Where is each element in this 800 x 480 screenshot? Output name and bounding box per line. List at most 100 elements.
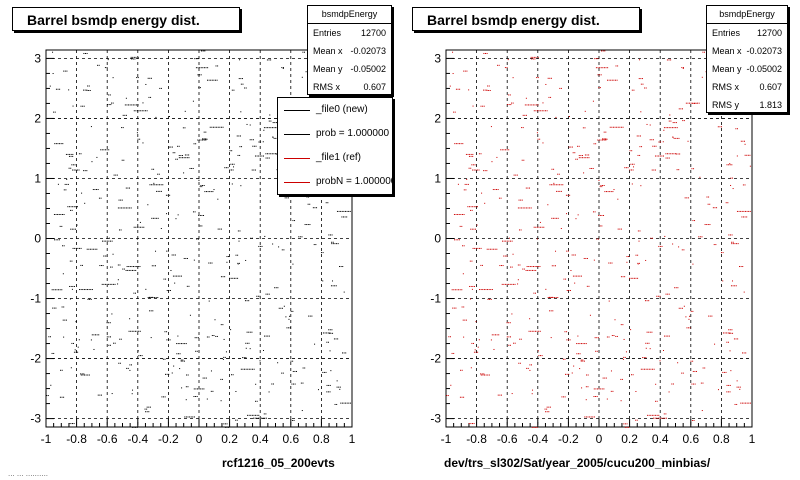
data-point	[630, 277, 632, 279]
data-point	[629, 150, 631, 152]
data-point	[542, 102, 544, 104]
data-point	[293, 419, 295, 421]
data-point	[638, 262, 640, 264]
data-point	[453, 352, 455, 354]
data-point	[72, 285, 74, 287]
data-point	[626, 423, 628, 425]
data-point	[500, 265, 502, 267]
data-point	[73, 351, 75, 353]
data-point	[550, 296, 552, 298]
data-point	[301, 410, 303, 412]
data-point	[617, 198, 619, 200]
data-point	[583, 172, 585, 174]
data-point	[136, 132, 138, 134]
data-point	[48, 336, 50, 338]
data-point	[246, 342, 248, 344]
data-point	[175, 158, 177, 160]
data-point	[681, 372, 683, 374]
data-point	[564, 331, 566, 333]
data-point	[694, 383, 696, 385]
data-point	[237, 254, 239, 256]
data-point	[125, 187, 127, 189]
right-stats-box: bsmdpEnergy Entries 12700 Mean x -0.02073 …	[706, 5, 788, 113]
stats-value: 12700	[756, 28, 782, 38]
data-point	[463, 213, 465, 215]
data-point	[245, 368, 247, 370]
data-point	[658, 141, 660, 143]
data-point	[256, 414, 258, 416]
data-point	[113, 174, 115, 176]
data-point	[51, 352, 53, 354]
data-point	[226, 261, 228, 263]
data-point	[740, 266, 742, 268]
data-point	[235, 277, 237, 279]
x-tick-label: -0.6	[97, 432, 118, 446]
data-point	[577, 335, 579, 337]
right-stats-row: Mean y -0.05002	[707, 60, 787, 78]
data-point	[608, 79, 610, 81]
data-point	[306, 224, 308, 226]
data-point	[238, 240, 240, 242]
data-point	[256, 400, 258, 402]
data-point	[230, 163, 232, 165]
data-point	[262, 141, 264, 143]
data-point	[333, 338, 335, 340]
data-point	[481, 264, 483, 266]
data-point	[668, 335, 670, 337]
data-point	[668, 59, 670, 61]
data-point	[690, 360, 692, 362]
data-point	[167, 250, 169, 252]
data-point	[584, 154, 586, 156]
data-point	[252, 139, 254, 141]
data-point	[137, 138, 139, 140]
data-point	[503, 240, 505, 242]
data-point	[211, 262, 213, 264]
data-point	[543, 226, 545, 228]
data-point	[244, 368, 246, 370]
data-point	[565, 278, 567, 280]
data-point	[666, 59, 668, 61]
data-point	[220, 276, 222, 278]
data-point	[678, 137, 680, 139]
data-point	[591, 167, 593, 169]
data-point	[731, 329, 733, 331]
data-point	[652, 139, 654, 141]
data-point	[237, 230, 239, 232]
data-point	[722, 371, 724, 373]
data-point	[73, 342, 75, 344]
data-point	[267, 293, 269, 295]
data-point	[664, 335, 666, 337]
data-point	[743, 210, 745, 212]
data-point	[170, 146, 172, 148]
data-point	[631, 183, 633, 185]
data-point	[529, 207, 531, 209]
data-point	[695, 370, 697, 372]
data-point	[88, 289, 90, 291]
data-point	[282, 68, 284, 70]
data-point	[577, 353, 579, 355]
data-point	[740, 140, 742, 142]
data-point	[602, 184, 604, 186]
data-point	[150, 337, 152, 339]
data-point	[632, 169, 634, 171]
x-tick-label: -1	[441, 432, 452, 446]
data-point	[664, 417, 666, 419]
data-point	[478, 169, 480, 171]
data-point	[77, 247, 79, 249]
data-point	[283, 305, 285, 307]
data-point	[600, 67, 602, 69]
data-point	[216, 335, 218, 337]
data-point	[210, 370, 212, 372]
data-point	[483, 89, 485, 91]
data-point	[60, 143, 62, 145]
data-point	[292, 310, 294, 312]
data-point	[129, 104, 131, 106]
data-point	[108, 283, 110, 285]
data-point	[174, 282, 176, 284]
data-point	[637, 262, 639, 264]
data-point	[119, 207, 121, 209]
data-point	[114, 283, 116, 285]
data-point	[747, 154, 749, 156]
data-point	[600, 388, 602, 390]
data-point	[100, 149, 102, 151]
